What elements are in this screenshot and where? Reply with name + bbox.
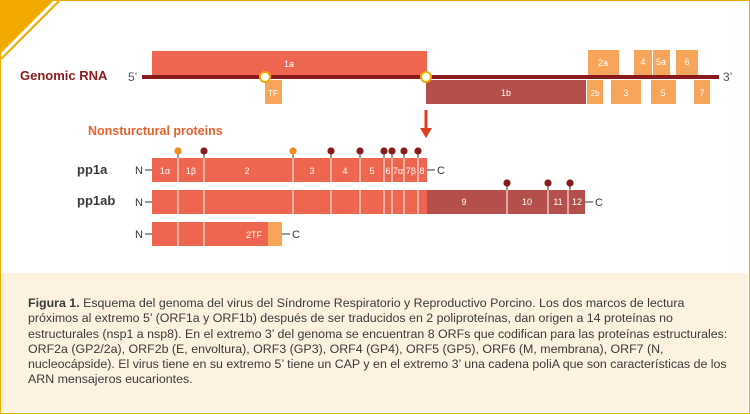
nsp-2-label: 2 <box>244 166 249 176</box>
tf-row-c-terminus: C <box>292 229 300 241</box>
tf-row-n-terminus: N <box>135 229 143 241</box>
nsp-7alpha-label: 7α <box>393 166 403 176</box>
orf5a-box <box>653 50 670 76</box>
pp1ab-c-terminus: C <box>595 197 603 209</box>
nsp-4-label: 4 <box>342 166 347 176</box>
orf7-label: 7 <box>699 88 704 98</box>
nsp-9-label: 9 <box>461 197 466 207</box>
orf2a-box <box>588 50 619 76</box>
nsp-1alpha-label: 1α <box>160 166 170 176</box>
genomic-rna-label: Genomic RNA <box>20 68 108 83</box>
figure-caption-text: Esquema del genoma del virus del Síndrom… <box>28 296 728 387</box>
orf5a-label: 5a <box>656 57 666 67</box>
orf4-label: 4 <box>640 57 645 67</box>
nsp-8-label: 8 <box>419 166 424 176</box>
orf2b-box <box>587 80 603 104</box>
pp1a-bar <box>152 158 427 182</box>
nsp-7beta-label: 7β <box>406 166 416 176</box>
orf1b-label: 1b <box>501 88 511 98</box>
tf-row-bar <box>152 222 268 246</box>
nsp-12-label: 12 <box>572 197 582 207</box>
orf3-label: 3 <box>623 88 628 98</box>
nsp-3-label: 3 <box>309 166 314 176</box>
orf2b-label: 2b <box>591 89 600 98</box>
orf1b-box <box>426 80 586 104</box>
pp1ab-cleavage-markers <box>503 179 574 190</box>
corner-triangle <box>1 1 53 53</box>
pp1a-label: pp1a <box>77 162 108 177</box>
caption-box <box>2 273 748 412</box>
nsp-10-label: 10 <box>522 197 532 207</box>
pp1ab-1a-bar <box>152 190 427 214</box>
orf5-label: 5 <box>660 88 665 98</box>
orf6-label: 6 <box>684 57 689 67</box>
orf1a-label: 1a <box>284 59 294 69</box>
orf5-box <box>651 80 676 104</box>
tf-row-tf-segment <box>268 222 282 246</box>
pp1ab-label: pp1ab <box>77 193 115 208</box>
pp1a-cleavage-markers <box>174 147 422 158</box>
orf1b-frameshift-marker <box>420 71 432 83</box>
orf3-box <box>611 80 641 104</box>
corner-line <box>1 1 60 60</box>
orf-tf-label: TF <box>268 89 278 98</box>
pp1ab-n-terminus: N <box>135 197 143 209</box>
translation-arrow-head <box>420 128 432 138</box>
tf-frameshift-marker <box>259 71 271 83</box>
pp1ab-dividers <box>177 190 419 214</box>
orf2a-label: 2a <box>598 58 608 68</box>
orf6-box <box>676 50 698 76</box>
nsp-6-label: 6 <box>385 166 390 176</box>
pp1a-dividers <box>177 158 419 182</box>
pp1ab-1b-bar <box>427 190 585 214</box>
orf-tf-box <box>265 80 282 104</box>
three-prime-label: 3’ <box>723 70 732 84</box>
nsp-11-label: 11 <box>553 197 562 207</box>
nonstructural-title: Nonsturctural proteins <box>88 124 223 138</box>
orf7-box <box>694 80 710 104</box>
tf-protein-label: 2TF <box>246 230 263 240</box>
figure-number: Figura 1. <box>28 296 80 310</box>
pp1ab-1b-dividers <box>506 190 569 214</box>
pp1ab-segment-labels: 9 10 11 12 <box>461 197 582 207</box>
nsp-5-label: 5 <box>369 166 374 176</box>
nsp-1beta-label: 1β <box>186 166 196 176</box>
orf1a-box <box>152 51 427 76</box>
pp1a-n-terminus: N <box>135 165 143 177</box>
pp1a-segment-labels: 1α 1β 2 3 4 5 6 7α 7β 8 <box>160 166 425 176</box>
pp1a-c-terminus: C <box>437 165 445 177</box>
five-prime-label: 5’ <box>128 70 137 84</box>
figure-caption: Figura 1. Esquema del genoma del virus d… <box>28 296 728 388</box>
orf4-box <box>634 50 652 76</box>
